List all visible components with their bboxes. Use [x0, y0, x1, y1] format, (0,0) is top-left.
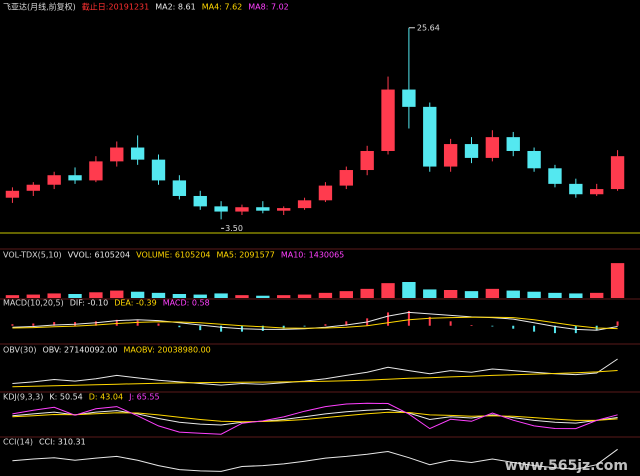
panel-header: MA5: 2091577 — [217, 251, 275, 260]
volume-bar — [130, 291, 145, 298]
panel-header: MA4: 7.62 — [202, 3, 243, 12]
volume-bar — [297, 294, 312, 298]
volume-bar — [402, 282, 416, 298]
panel-header: MA8: 7.02 — [248, 3, 289, 12]
volume-bar — [590, 292, 604, 298]
volume-bar — [277, 295, 291, 298]
indicator-line — [12, 408, 618, 426]
panel-header: MA2: 8.61 — [155, 3, 196, 12]
volume-bar — [151, 292, 166, 298]
volume-bar — [193, 294, 207, 298]
candle-body — [26, 184, 40, 191]
volume-bar — [172, 294, 187, 298]
candle-body — [339, 170, 353, 186]
candle-body — [193, 195, 207, 207]
volume-bar — [89, 292, 103, 298]
volume-bar — [110, 290, 124, 298]
candle-body — [89, 161, 103, 181]
indicator-line — [12, 448, 618, 472]
candle-body — [360, 150, 374, 171]
volume-bar — [339, 291, 353, 298]
panel-header: D: 43.04 — [89, 393, 123, 402]
candle-body — [214, 206, 228, 212]
candle-body — [68, 175, 82, 181]
volume-bar — [235, 295, 249, 298]
panel-header: OBV(30) — [3, 346, 36, 355]
panel-header: VOL-TDX(5,10) — [3, 251, 62, 260]
panel-header: CCI: 310.31 — [39, 438, 86, 447]
panel-header: OBV: 27140092.00 — [42, 346, 117, 355]
panel-header: MACD: 0.58 — [163, 299, 210, 308]
max-label: 25.64 — [417, 23, 440, 32]
candle-body — [590, 189, 604, 195]
volume-bar — [381, 283, 395, 298]
watermark: www.565jz.com — [505, 458, 628, 474]
panel-header: K: 50.54 — [49, 393, 82, 402]
candle-body — [381, 89, 395, 151]
candle-body — [318, 185, 333, 201]
panel-header: 飞亚达(月线,前复权) — [3, 2, 76, 12]
indicator-line — [12, 411, 618, 423]
candle-body — [610, 156, 625, 190]
candle-body — [47, 175, 61, 185]
volume-bar — [5, 295, 20, 298]
candle-body — [527, 150, 541, 169]
volume-bar — [506, 290, 520, 298]
candle-body — [464, 144, 479, 158]
indicator-line — [12, 370, 618, 388]
panel-header: 截止日:20191231 — [82, 2, 149, 12]
candle-body — [256, 207, 270, 211]
panel-header: DIF: -0.10 — [70, 299, 108, 308]
volume-bar — [548, 292, 562, 298]
panel-header: DEA: -0.39 — [114, 299, 156, 308]
candle-body — [423, 106, 437, 167]
candle-body — [151, 159, 166, 181]
candle-body — [110, 147, 124, 162]
panel-header: MACD(10,20,5) — [3, 299, 64, 308]
candle-body — [548, 168, 562, 184]
volume-bar — [569, 293, 583, 298]
volume-bar — [443, 290, 458, 298]
volume-bar — [256, 295, 270, 298]
volume-bar — [610, 263, 625, 298]
volume-bar — [423, 289, 437, 298]
volume-bar — [360, 288, 374, 298]
panel-header: MAOBV: 20038980.00 — [123, 346, 210, 355]
candle-body — [506, 137, 520, 151]
panel-header: VOLUME: 6105204 — [136, 251, 210, 260]
candle-body — [130, 147, 145, 160]
volume-bar — [47, 293, 61, 298]
panel-header: MA10: 1430065 — [281, 251, 344, 260]
volume-bar — [68, 294, 82, 298]
panel-header: J: 65.55 — [128, 393, 160, 402]
volume-bar — [26, 294, 40, 298]
candle-body — [172, 180, 187, 196]
candle-body — [297, 200, 312, 209]
candle-body — [443, 144, 458, 167]
candle-body — [402, 89, 416, 107]
candle-body — [485, 137, 500, 158]
indicator-line — [12, 316, 618, 330]
panel-header: VVOL: 6105204 — [68, 251, 130, 260]
panel-header: CCI(14) — [3, 438, 33, 447]
min-label: 3.50 — [225, 224, 243, 233]
candle-body — [569, 183, 583, 195]
indicator-line — [12, 358, 618, 386]
indicator-line — [12, 402, 618, 435]
volume-bar — [527, 291, 541, 298]
volume-bar — [464, 291, 479, 298]
volume-bar — [318, 292, 333, 298]
volume-bar — [214, 293, 228, 298]
candle-body — [277, 208, 291, 211]
panel-header: KDJ(9,3,3) — [3, 393, 43, 402]
volume-bar — [485, 288, 500, 298]
candle-body — [5, 190, 20, 198]
candle-body — [235, 207, 249, 212]
